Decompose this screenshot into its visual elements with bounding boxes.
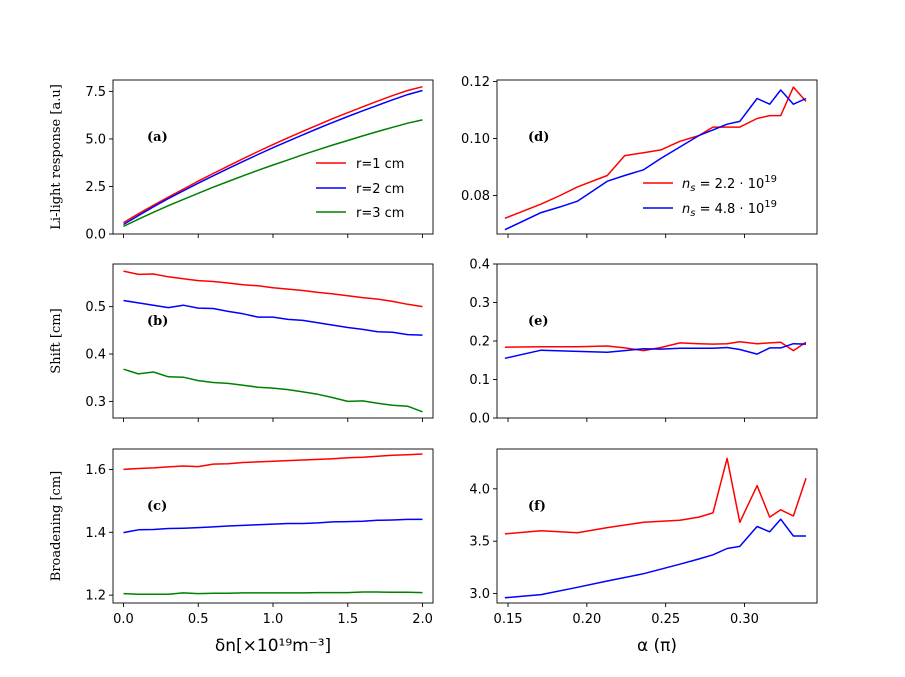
y-tick-label: 0.3 [85, 395, 106, 410]
series-line-d-1 [504, 89, 807, 231]
series-line-e-1 [504, 342, 807, 360]
y-tick-label: 3.5 [469, 535, 490, 550]
y-tick-label: 0.12 [461, 75, 490, 90]
x-tick-label: 0.0 [113, 612, 134, 627]
x-tick-label: 1.5 [337, 612, 358, 627]
x-tick-label: 0.30 [730, 612, 759, 627]
series-line-c-0 [123, 453, 423, 471]
y-tick-label: 7.5 [85, 85, 106, 100]
series-line-a-1 [123, 89, 423, 226]
series-line-a-2 [123, 119, 423, 228]
axes-frame [112, 448, 434, 604]
x-tick-label: 2.0 [412, 612, 433, 627]
panel-label: (e) [528, 314, 549, 329]
series-line-b-1 [123, 299, 423, 336]
series-line-c-2 [123, 591, 423, 595]
panel-e: 0.0 0.1 0.2 0.3 0.4 (e) [469, 258, 818, 427]
axes-frame [496, 448, 818, 604]
legend-label: r=1 cm [356, 157, 404, 172]
panel-label: (f) [528, 499, 546, 514]
x-axis-label: δn[×10¹⁹m⁻³] [215, 636, 331, 656]
y-tick-label: 0.3 [469, 296, 490, 311]
legend-label-part: 19 [764, 174, 777, 185]
legend-label-part: 19 [764, 199, 777, 210]
legend-label-part: = 2.2 · 10 [695, 177, 764, 192]
legend-label-part: = 4.8 · 10 [695, 202, 764, 217]
panel-label: (c) [147, 499, 167, 514]
legend-label: ns = 4.8 · 1019 [682, 199, 777, 219]
y-tick-label: 0.10 [461, 132, 490, 147]
y-tick-label: 0.1 [469, 373, 490, 388]
panel-label: (d) [528, 130, 549, 145]
y-tick-label: 3.0 [469, 587, 490, 602]
legend-label-part: s [690, 183, 695, 194]
y-tick-label: 1.4 [85, 526, 106, 541]
x-tick-label: 1.0 [263, 612, 284, 627]
y-axis-label: Li-light response [a.u] [49, 84, 64, 230]
panel-c: 0.0 0.5 1.0 1.5 2.0 1.2 1.4 1.6 (c) Broadening [c… [49, 448, 434, 656]
series-line-c-1 [123, 518, 423, 534]
axes-frame [496, 79, 818, 235]
series-line-f-1 [504, 518, 806, 599]
y-tick-label: 0.2 [469, 335, 490, 350]
series-line-d-0 [504, 86, 807, 219]
series-line-f-0 [504, 457, 807, 535]
y-tick-label: 5.0 [85, 132, 106, 147]
legend-label: ns = 2.2 · 1019 [682, 174, 777, 194]
y-tick-label: 4.0 [469, 482, 490, 497]
legend-label: r=3 cm [356, 206, 404, 221]
y-axis-label: Shift [cm] [49, 308, 64, 373]
y-axis-label: Broadening [cm] [49, 471, 64, 581]
legend-label: r=2 cm [356, 182, 404, 197]
y-tick-label: 0.08 [461, 189, 490, 204]
legend-label-part: n [682, 177, 690, 192]
panel-label: (b) [147, 314, 168, 329]
y-tick-label: 1.2 [85, 589, 106, 604]
legend-label-part: n [682, 202, 690, 217]
series-line-b-2 [123, 368, 423, 413]
legend-label-part: s [690, 208, 695, 219]
series-line-a-0 [123, 85, 423, 224]
y-tick-label: 0.0 [85, 228, 106, 243]
y-tick-label: 1.6 [85, 463, 106, 478]
series-line-b-0 [123, 270, 423, 308]
x-tick-label: 0.5 [188, 612, 209, 627]
x-tick-label: 0.25 [651, 612, 680, 627]
y-tick-label: 2.5 [85, 180, 106, 195]
x-axis-label: α (π) [637, 636, 677, 656]
series-line-e-0 [504, 341, 807, 352]
panel-f: 0.15 0.20 0.25 0.30 3.0 3.5 4.0 (f) α (π) [469, 448, 818, 656]
panel-label: (a) [147, 130, 168, 145]
y-tick-label: 0.5 [85, 300, 106, 315]
panel-b: 0.3 0.4 0.5 (b) Shift [cm] [49, 263, 434, 422]
y-tick-label: 0.4 [85, 348, 106, 363]
x-tick-label: 0.15 [494, 612, 523, 627]
y-tick-label: 0.0 [469, 412, 490, 427]
axes-frame [496, 263, 818, 419]
y-tick-label: 0.4 [469, 258, 490, 273]
panel-a: 0.0 2.5 5.0 7.5 (a) Li-light response [a.u] r=… [49, 79, 434, 243]
x-tick-label: 0.20 [572, 612, 601, 627]
